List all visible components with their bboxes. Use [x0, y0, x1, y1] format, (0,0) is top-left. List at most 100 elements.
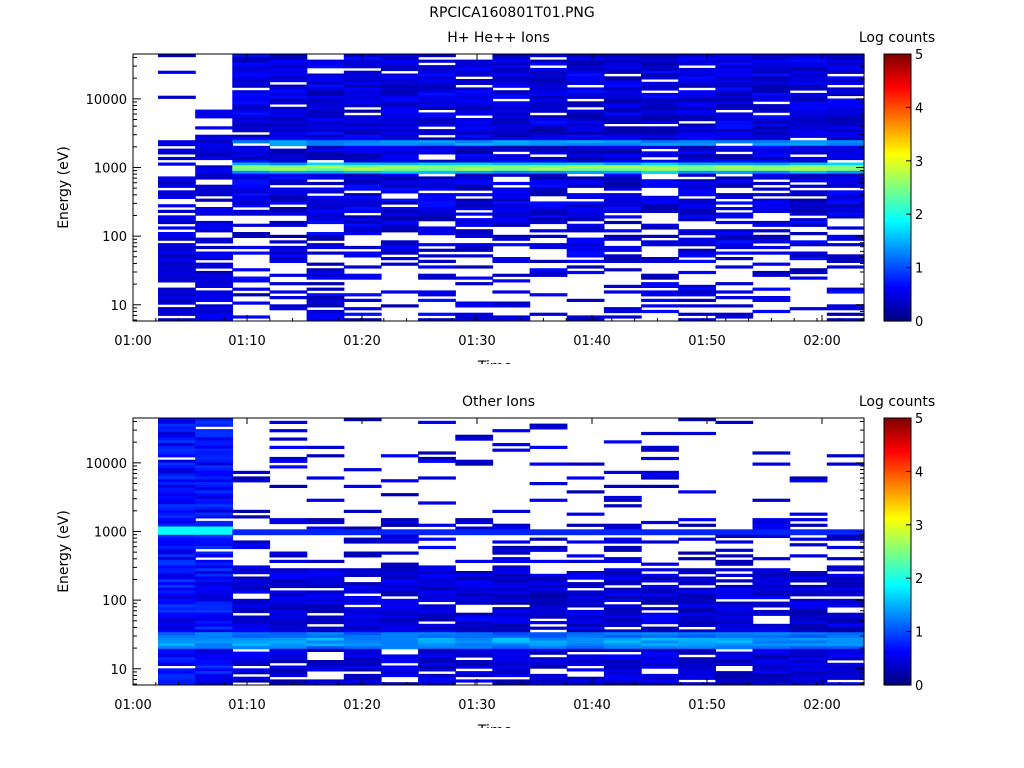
colorbar-swatch — [884, 511, 911, 515]
heatmap-cell — [380, 109, 419, 113]
heatmap-cell — [678, 431, 716, 436]
colorbar-swatch — [884, 147, 911, 151]
heatmap-cell — [455, 282, 494, 286]
heatmap-cell — [306, 532, 345, 536]
heatmap-cell — [678, 240, 716, 244]
heatmap-cell — [678, 665, 716, 669]
heatmap-cell — [603, 120, 642, 124]
heatmap-cell — [789, 276, 828, 280]
heatmap-cell — [195, 254, 233, 258]
heatmap-cell — [566, 104, 605, 108]
heatmap-cell — [158, 523, 196, 527]
heatmap-cell — [195, 279, 233, 283]
colorbar-swatch — [884, 500, 911, 505]
heatmap-cell — [269, 571, 308, 575]
heatmap-cell — [492, 62, 531, 66]
heatmap-cell — [306, 209, 345, 213]
heatmap-cell — [678, 215, 716, 219]
heatmap-cell — [678, 118, 716, 122]
colorbar-swatch — [884, 166, 911, 170]
heatmap-cell — [641, 276, 679, 280]
heatmap-cell — [603, 134, 642, 138]
heatmap-cell — [232, 95, 271, 99]
heatmap-cell — [455, 590, 494, 594]
heatmap-cell — [455, 665, 494, 669]
heatmap-cell — [566, 248, 605, 252]
heatmap-cell — [492, 59, 531, 63]
heatmap-cell — [715, 148, 754, 152]
colorbar-swatch — [884, 583, 911, 587]
heatmap-cell — [269, 245, 308, 250]
heatmap-cell — [195, 498, 233, 502]
heatmap-cell — [492, 212, 531, 216]
heatmap-cell — [158, 532, 196, 536]
heatmap-cell — [826, 640, 865, 644]
heatmap-cell — [269, 143, 308, 147]
heatmap-cell — [269, 101, 308, 105]
heatmap-cell — [492, 204, 531, 208]
heatmap-cell — [566, 56, 605, 60]
heatmap-cell — [306, 298, 345, 302]
heatmap-cell — [455, 615, 494, 619]
heatmap-cell — [418, 187, 456, 191]
heatmap-cell — [566, 640, 605, 644]
heatmap-cell — [789, 257, 828, 261]
heatmap-cell — [752, 123, 791, 127]
heatmap-cell — [641, 273, 679, 277]
heatmap-cell — [715, 296, 754, 300]
heatmap-cell — [158, 443, 196, 447]
heatmap-cell — [603, 548, 642, 552]
heatmap-cell — [380, 126, 419, 130]
heatmap-cell — [380, 129, 419, 133]
heatmap-cell — [269, 609, 308, 614]
heatmap-cell — [715, 548, 754, 552]
heatmap-cell — [603, 168, 642, 172]
heatmap-cell — [529, 76, 568, 80]
heatmap-cell — [678, 607, 716, 611]
heatmap-cell — [418, 565, 456, 569]
heatmap-cell — [418, 532, 456, 536]
heatmap-cell — [715, 115, 754, 119]
heatmap-cell — [603, 498, 642, 502]
heatmap-cell — [195, 229, 233, 233]
heatmap-cell — [380, 643, 419, 647]
heatmap-cell — [789, 159, 828, 163]
colorbar-swatch — [884, 278, 911, 282]
heatmap-cell — [789, 673, 828, 678]
heatmap-cell — [343, 151, 382, 155]
heatmap-cell — [603, 201, 642, 205]
heatmap-cell — [492, 154, 531, 158]
heatmap-cell — [418, 70, 456, 74]
heatmap-cell — [269, 623, 308, 627]
heatmap-cell — [455, 212, 494, 216]
heatmap-cell — [306, 73, 345, 77]
heatmap-cell — [232, 232, 271, 236]
heatmap-cell — [269, 115, 308, 119]
heatmap-cell — [195, 312, 233, 316]
heatmap-cell — [343, 218, 382, 222]
heatmap-cell — [158, 615, 196, 619]
heatmap-cell — [752, 151, 791, 155]
x-tick-label: 01:20 — [343, 698, 380, 713]
heatmap-cell — [529, 598, 568, 602]
heatmap-cell — [566, 240, 605, 244]
heatmap-cell — [306, 131, 345, 136]
heatmap-cell — [715, 165, 754, 169]
heatmap-cell — [715, 156, 754, 161]
heatmap-cell — [529, 607, 568, 611]
heatmap-cell — [789, 665, 828, 669]
heatmap-cell — [195, 662, 233, 666]
heatmap-cell — [232, 170, 271, 174]
heatmap-cell — [455, 223, 494, 227]
heatmap-cell — [678, 179, 716, 183]
heatmap-cell — [826, 587, 865, 591]
heatmap-cell — [343, 584, 382, 589]
heatmap-cell — [380, 226, 419, 230]
heatmap-cell — [343, 484, 382, 488]
heatmap-cell — [826, 173, 865, 177]
heatmap-cell — [826, 65, 865, 69]
heatmap-cell — [826, 190, 865, 194]
heatmap-cell — [603, 156, 642, 161]
heatmap-cell — [492, 198, 531, 202]
heatmap-cell — [195, 126, 233, 130]
